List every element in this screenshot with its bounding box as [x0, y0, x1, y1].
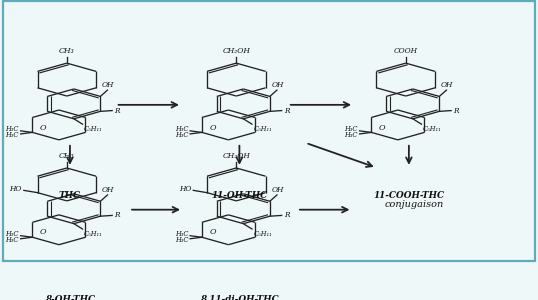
Text: 11-COOH-THC: 11-COOH-THC	[373, 191, 444, 200]
Text: H₃C: H₃C	[175, 125, 188, 133]
Text: H₃C: H₃C	[344, 131, 358, 140]
Text: C₅H₁₁: C₅H₁₁	[84, 125, 103, 133]
Text: 8-OH-THC: 8-OH-THC	[45, 295, 95, 300]
Text: H₃C: H₃C	[5, 236, 19, 244]
Text: H₃C: H₃C	[175, 131, 188, 140]
Text: O: O	[40, 229, 46, 236]
Text: OH: OH	[441, 81, 454, 89]
Text: R: R	[453, 106, 458, 115]
Text: COOH: COOH	[394, 47, 417, 56]
Text: 11-OH-THC: 11-OH-THC	[211, 191, 267, 200]
Text: R: R	[284, 212, 289, 219]
Text: OH: OH	[102, 81, 115, 89]
Text: R: R	[114, 106, 119, 115]
Text: H₃C: H₃C	[5, 131, 19, 140]
Text: C₅H₁₁: C₅H₁₁	[253, 230, 272, 238]
Text: O: O	[379, 124, 385, 132]
Text: H₃C: H₃C	[175, 230, 188, 238]
Text: CH₃: CH₃	[59, 152, 75, 160]
Text: H₃C: H₃C	[5, 125, 19, 133]
Text: HO: HO	[10, 185, 22, 193]
Text: C₅H₁₁: C₅H₁₁	[423, 125, 442, 133]
Text: H₃C: H₃C	[5, 230, 19, 238]
Text: H₃C: H₃C	[344, 125, 358, 133]
Text: HO: HO	[179, 185, 192, 193]
Text: CH₂OH: CH₂OH	[222, 47, 250, 56]
Text: OH: OH	[272, 186, 284, 194]
Text: H₃C: H₃C	[175, 236, 188, 244]
Text: C₅H₁₁: C₅H₁₁	[84, 230, 103, 238]
Text: O: O	[209, 229, 216, 236]
Text: CH₂OH: CH₂OH	[222, 152, 250, 160]
Text: R: R	[284, 106, 289, 115]
Text: 8,11-di-OH-THC: 8,11-di-OH-THC	[200, 295, 279, 300]
Text: conjugaison: conjugaison	[385, 200, 444, 209]
Text: OH: OH	[102, 186, 115, 194]
Text: O: O	[209, 124, 216, 132]
Text: C₅H₁₁: C₅H₁₁	[253, 125, 272, 133]
Text: R: R	[114, 212, 119, 219]
Text: OH: OH	[272, 81, 284, 89]
Text: O: O	[40, 124, 46, 132]
Text: THC: THC	[59, 191, 81, 200]
Text: CH₃: CH₃	[59, 47, 75, 56]
